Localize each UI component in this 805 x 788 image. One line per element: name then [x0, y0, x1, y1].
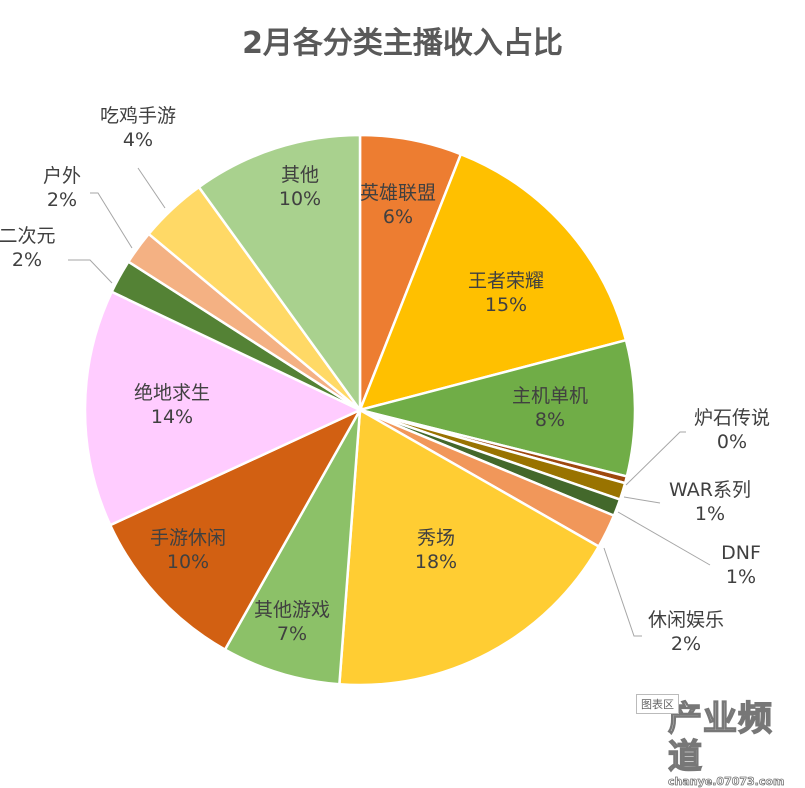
- slice-percent: 2%: [670, 633, 702, 655]
- watermark: 图表区 产业频道 chanye.07073.com: [636, 694, 803, 788]
- slice-name: WAR系列: [669, 479, 751, 501]
- slice-label: 吃鸡手游 4%: [100, 104, 176, 152]
- pie-chart: [68, 133, 711, 687]
- slice-percent: 8%: [534, 409, 566, 431]
- slice-name: 炉石传说: [693, 407, 771, 429]
- pie-slice: [357, 152, 628, 412]
- slice-percent: 6%: [382, 206, 414, 228]
- slice-name: 吃鸡手游: [99, 105, 177, 127]
- slice-label: 炉石传说 0%: [694, 406, 770, 454]
- chart-area-tag: 图表区: [636, 694, 679, 714]
- leader-line: [137, 167, 166, 209]
- slice-label: 其他游戏 7%: [254, 598, 330, 646]
- slice-label: 主机单机 8%: [512, 384, 588, 432]
- slice-name: 主机单机: [511, 385, 589, 407]
- slice-percent: 7%: [276, 623, 308, 645]
- slice-name: 二次元: [0, 225, 56, 247]
- slice-name: 手游休闲: [149, 527, 227, 549]
- slice-percent: 15%: [484, 294, 528, 316]
- watermark-url: chanye.07073.com: [668, 775, 785, 788]
- slice-name: 秀场: [416, 527, 456, 549]
- slice-percent: 14%: [150, 406, 194, 428]
- slice-label: DNF 1%: [721, 541, 761, 589]
- slice-label: 户外 2%: [43, 164, 81, 212]
- slice-label: 二次元 2%: [0, 224, 56, 272]
- slice-percent: 18%: [414, 551, 458, 573]
- slice-label: 休闲娱乐 2%: [648, 608, 724, 656]
- leader-line: [90, 192, 133, 249]
- leader-line: [623, 496, 661, 504]
- slice-label: 手游休闲 10%: [150, 526, 226, 574]
- leader-line: [617, 511, 711, 566]
- slice-percent: 10%: [278, 188, 322, 210]
- slice-name: 王者荣耀: [467, 270, 545, 292]
- leader-line: [603, 547, 642, 637]
- slice-percent: 1%: [694, 503, 726, 525]
- slice-percent: 0%: [716, 431, 748, 453]
- slice-percent: 2%: [11, 249, 43, 271]
- chart-title: 2月各分类主播收入占比: [242, 26, 563, 61]
- slice-name: 休闲娱乐: [647, 609, 725, 631]
- slice-percent: 10%: [166, 551, 210, 573]
- slice-name: 绝地求生: [133, 382, 211, 404]
- slice-percent: 4%: [122, 129, 154, 151]
- leader-line: [68, 259, 113, 284]
- slice-label: 其他 10%: [279, 163, 321, 211]
- pie-slice: [197, 133, 362, 414]
- slice-label: 英雄联盟 6%: [360, 181, 436, 229]
- slice-label: 秀场 18%: [415, 526, 457, 574]
- pie-slice: [338, 407, 601, 687]
- leader-line: [625, 431, 686, 486]
- slice-label: 绝地求生 14%: [134, 381, 210, 429]
- slice-name: DNF: [721, 542, 761, 564]
- slice-name: 英雄联盟: [359, 182, 437, 204]
- slice-percent: 1%: [725, 566, 757, 588]
- pie-slice: [83, 290, 363, 527]
- pie-slice: [223, 409, 362, 686]
- watermark-text: 产业频道: [667, 699, 773, 777]
- slice-name: 户外: [42, 165, 82, 187]
- slice-label: WAR系列 1%: [669, 478, 751, 526]
- slice-name: 其他: [280, 164, 320, 186]
- slice-percent: 2%: [46, 189, 78, 211]
- slice-name: 其他游戏: [253, 599, 331, 621]
- slice-label: 王者荣耀 15%: [468, 269, 544, 317]
- pie-slice: [108, 407, 363, 652]
- pie-slice: [359, 338, 637, 478]
